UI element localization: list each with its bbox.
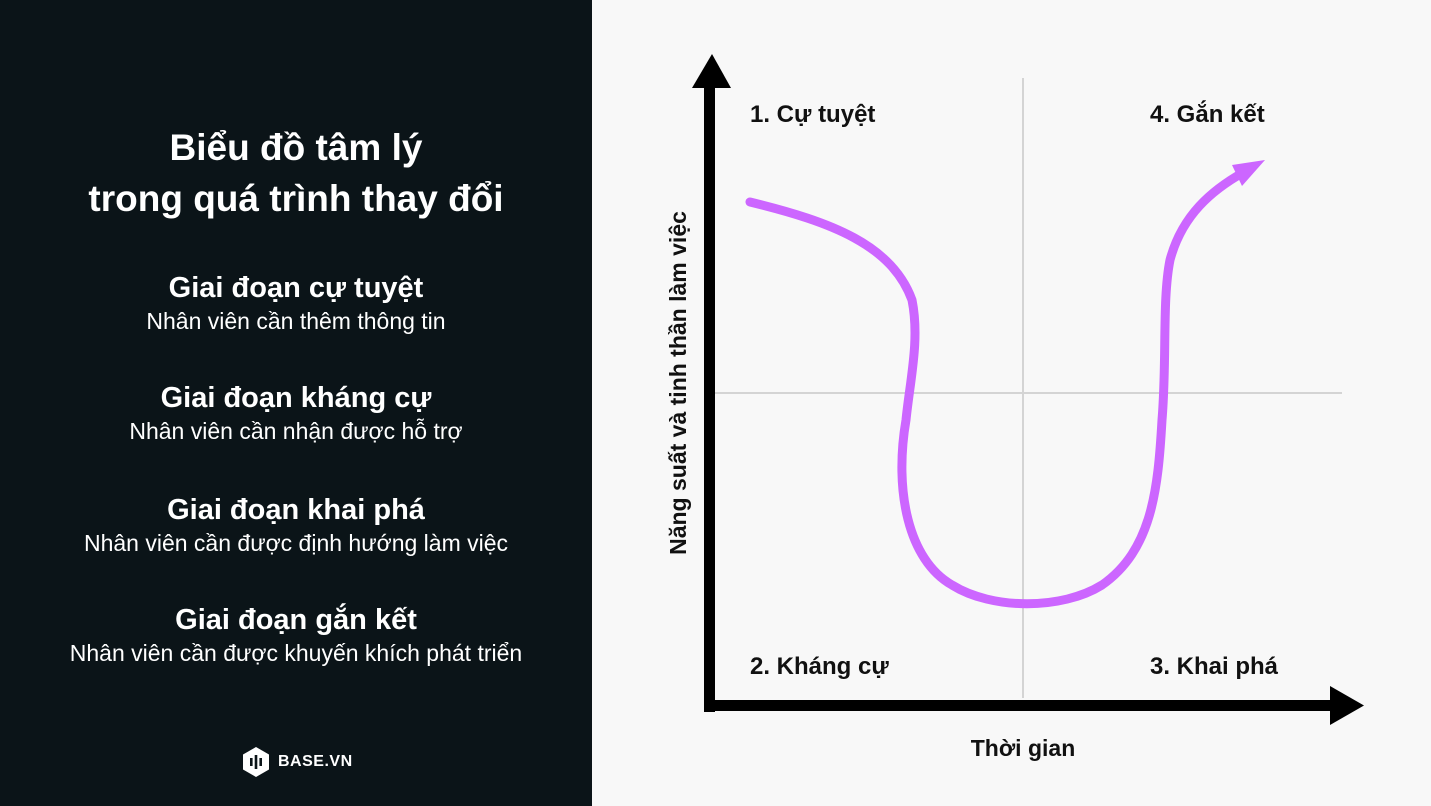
title-line-2: trong quá trình thay đổi: [88, 178, 504, 219]
title-line-1: Biểu đồ tâm lý: [169, 127, 423, 168]
change-curve-diagram: 1. Cự tuyệt 4. Gắn kết 2. Kháng cự 3. Kh…: [665, 54, 1364, 761]
y-axis-arrow-icon: [692, 54, 731, 88]
stage-description: Nhân viên cần được định hướng làm việc: [83, 530, 509, 556]
stage-item-rejection: Giai đoạn cự tuyệt Nhân viên cần thêm th…: [0, 270, 592, 336]
y-axis: [704, 84, 715, 712]
x-axis: [704, 700, 1334, 711]
x-axis-arrow-icon: [1330, 686, 1364, 725]
stage-name: Giai đoạn gắn kết: [175, 604, 417, 636]
brand-logo: BASE.VN: [242, 746, 353, 778]
stage-description: Nhân viên cần được khuyến khích phát tri…: [69, 640, 523, 666]
brand-name: BASE.VN: [278, 753, 353, 770]
quadrant-label-rejection: 1. Cự tuyệt: [750, 101, 875, 128]
stage-item-exploration: Giai đoạn khai phá Nhân viên cần được đị…: [0, 492, 592, 558]
change-curve: [745, 167, 1249, 609]
quadrant-label-exploration: 3. Khai phá: [1150, 653, 1279, 680]
quadrant-label-commitment: 4. Gắn kết: [1150, 100, 1265, 128]
base-logo-icon: [243, 747, 269, 777]
page-title: Biểu đồ tâm lý trong quá trình thay đổi: [0, 122, 592, 224]
stage-item-commitment: Giai đoạn gắn kết Nhân viên cần được khu…: [0, 602, 592, 668]
stage-item-resistance: Giai đoạn kháng cự Nhân viên cần nhận đư…: [0, 380, 592, 446]
stage-name: Giai đoạn kháng cự: [160, 382, 432, 414]
quadrant-label-resistance: 2. Kháng cự: [750, 653, 889, 680]
stage-description: Nhân viên cần thêm thông tin: [146, 308, 446, 334]
y-axis-label: Năng suất và tinh thần làm việc: [665, 211, 691, 555]
left-panel: Biểu đồ tâm lý trong quá trình thay đổi …: [0, 0, 592, 806]
stage-description: Nhân viên cần nhận được hỗ trợ: [129, 418, 463, 444]
curve-arrowhead-icon: [1232, 160, 1265, 186]
stage-name: Giai đoạn cự tuyệt: [168, 272, 424, 304]
stage-name: Giai đoạn khai phá: [167, 494, 425, 526]
x-axis-label: Thời gian: [971, 735, 1076, 761]
